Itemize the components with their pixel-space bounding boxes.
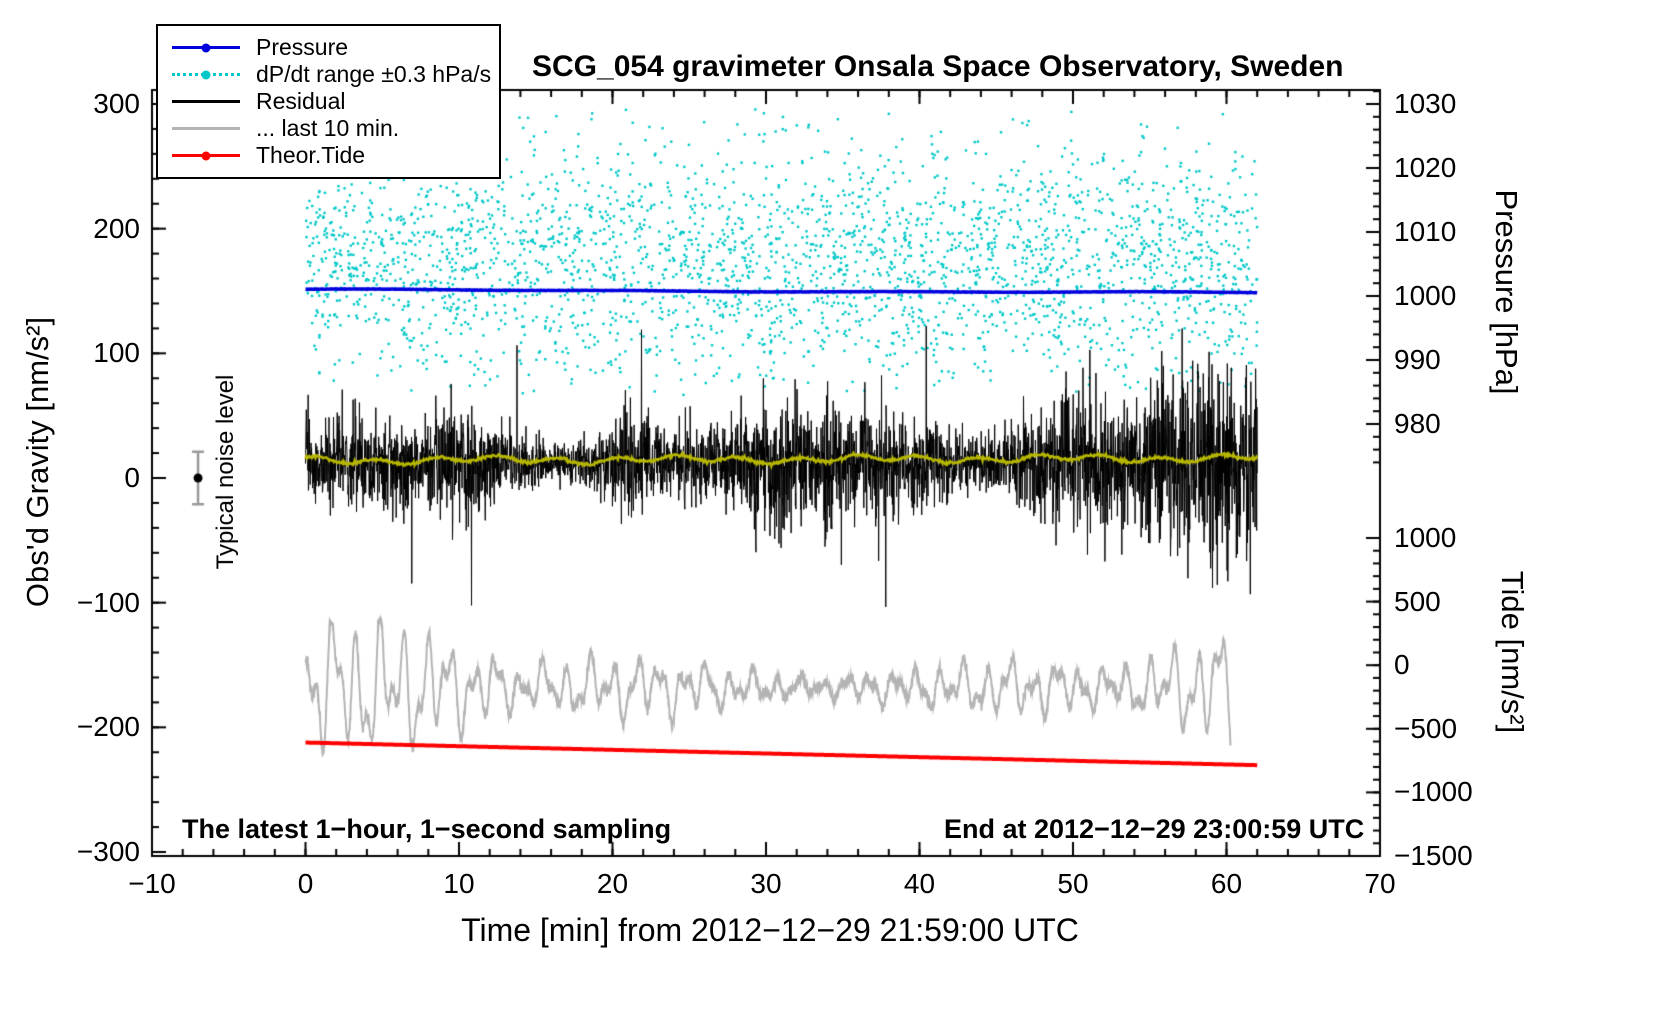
end-time-note: End at 2012−12−29 23:00:59 UTC bbox=[944, 814, 1365, 844]
x-tick-label: 50 bbox=[1057, 868, 1089, 899]
tide-tick-label: −500 bbox=[1394, 712, 1458, 744]
gravity-tick-label: −200 bbox=[76, 711, 140, 743]
noise-level-label: Typical noise level bbox=[212, 374, 239, 570]
gravity-tick-label: 200 bbox=[93, 212, 140, 244]
legend-marker-line-icon bbox=[166, 115, 246, 142]
x-tick-label: 20 bbox=[596, 868, 629, 899]
gravity-tick-label: 0 bbox=[124, 462, 140, 493]
tide-axis-title: Tide [nm/s²] bbox=[1495, 570, 1530, 734]
gravity-tick-label: 300 bbox=[93, 88, 140, 119]
gravity-tick-label: −300 bbox=[76, 836, 140, 867]
gravity-tick-label: −100 bbox=[76, 586, 140, 618]
legend-label: Pressure bbox=[256, 34, 349, 60]
legend-marker-line-dot-icon bbox=[166, 142, 246, 169]
legend-item-2: Residual bbox=[166, 88, 491, 115]
tide-tick-label: −1500 bbox=[1394, 840, 1473, 871]
pressure-tick-label: 1020 bbox=[1394, 152, 1457, 183]
legend-label: dP/dt range ±0.3 hPa/s bbox=[256, 61, 492, 87]
chart-title: SCG_054 gravimeter Onsala Space Observat… bbox=[532, 50, 1344, 83]
legend-item-0: Pressure bbox=[166, 34, 491, 61]
pressure-tick-label: 980 bbox=[1394, 408, 1441, 439]
legend-item-4: Theor.Tide bbox=[166, 142, 491, 169]
tide-tick-label: 1000 bbox=[1394, 522, 1457, 553]
legend-item-3: ... last 10 min. bbox=[166, 115, 491, 142]
x-tick-label: 0 bbox=[297, 868, 314, 899]
pressure-axis-title: Pressure [hPa] bbox=[1489, 189, 1524, 395]
x-tick-label: 60 bbox=[1210, 868, 1243, 899]
tide-tick-label: −1000 bbox=[1394, 776, 1473, 808]
legend-marker-line-dot-icon bbox=[166, 34, 246, 61]
tide-tick-label: 0 bbox=[1394, 649, 1410, 681]
legend-marker-line-icon bbox=[166, 88, 246, 115]
legend: Pressure dP/dt range ±0.3 hPa/s Residual..… bbox=[156, 24, 502, 179]
legend-marker-dots-icon bbox=[166, 61, 246, 88]
pressure-tick-label: 1000 bbox=[1394, 280, 1457, 311]
legend-label: ... last 10 min. bbox=[256, 115, 400, 141]
legend-item-1: dP/dt range ±0.3 hPa/s bbox=[166, 61, 491, 88]
x-tick-label: 70 bbox=[1364, 868, 1396, 899]
tide-tick-label: 500 bbox=[1394, 585, 1441, 617]
x-axis-title: Time [min] from 2012−12−29 21:59:00 UTC bbox=[461, 912, 1079, 948]
legend-label: Residual bbox=[256, 88, 346, 114]
gravity-tick-label: 100 bbox=[93, 337, 140, 369]
x-tick-label: 10 bbox=[443, 868, 475, 899]
pressure-tick-label: 1030 bbox=[1394, 88, 1457, 119]
gravity-axis-title: Obs'd Gravity [nm/s²] bbox=[20, 316, 55, 608]
pressure-tick-label: 1010 bbox=[1394, 216, 1457, 247]
x-tick-label: 30 bbox=[750, 868, 782, 899]
sampling-note: The latest 1−hour, 1−second sampling bbox=[182, 814, 672, 844]
legend-label: Theor.Tide bbox=[256, 142, 366, 168]
x-tick-label: −10 bbox=[128, 868, 176, 899]
pressure-tick-label: 990 bbox=[1394, 344, 1441, 375]
x-tick-label: 40 bbox=[903, 868, 936, 899]
